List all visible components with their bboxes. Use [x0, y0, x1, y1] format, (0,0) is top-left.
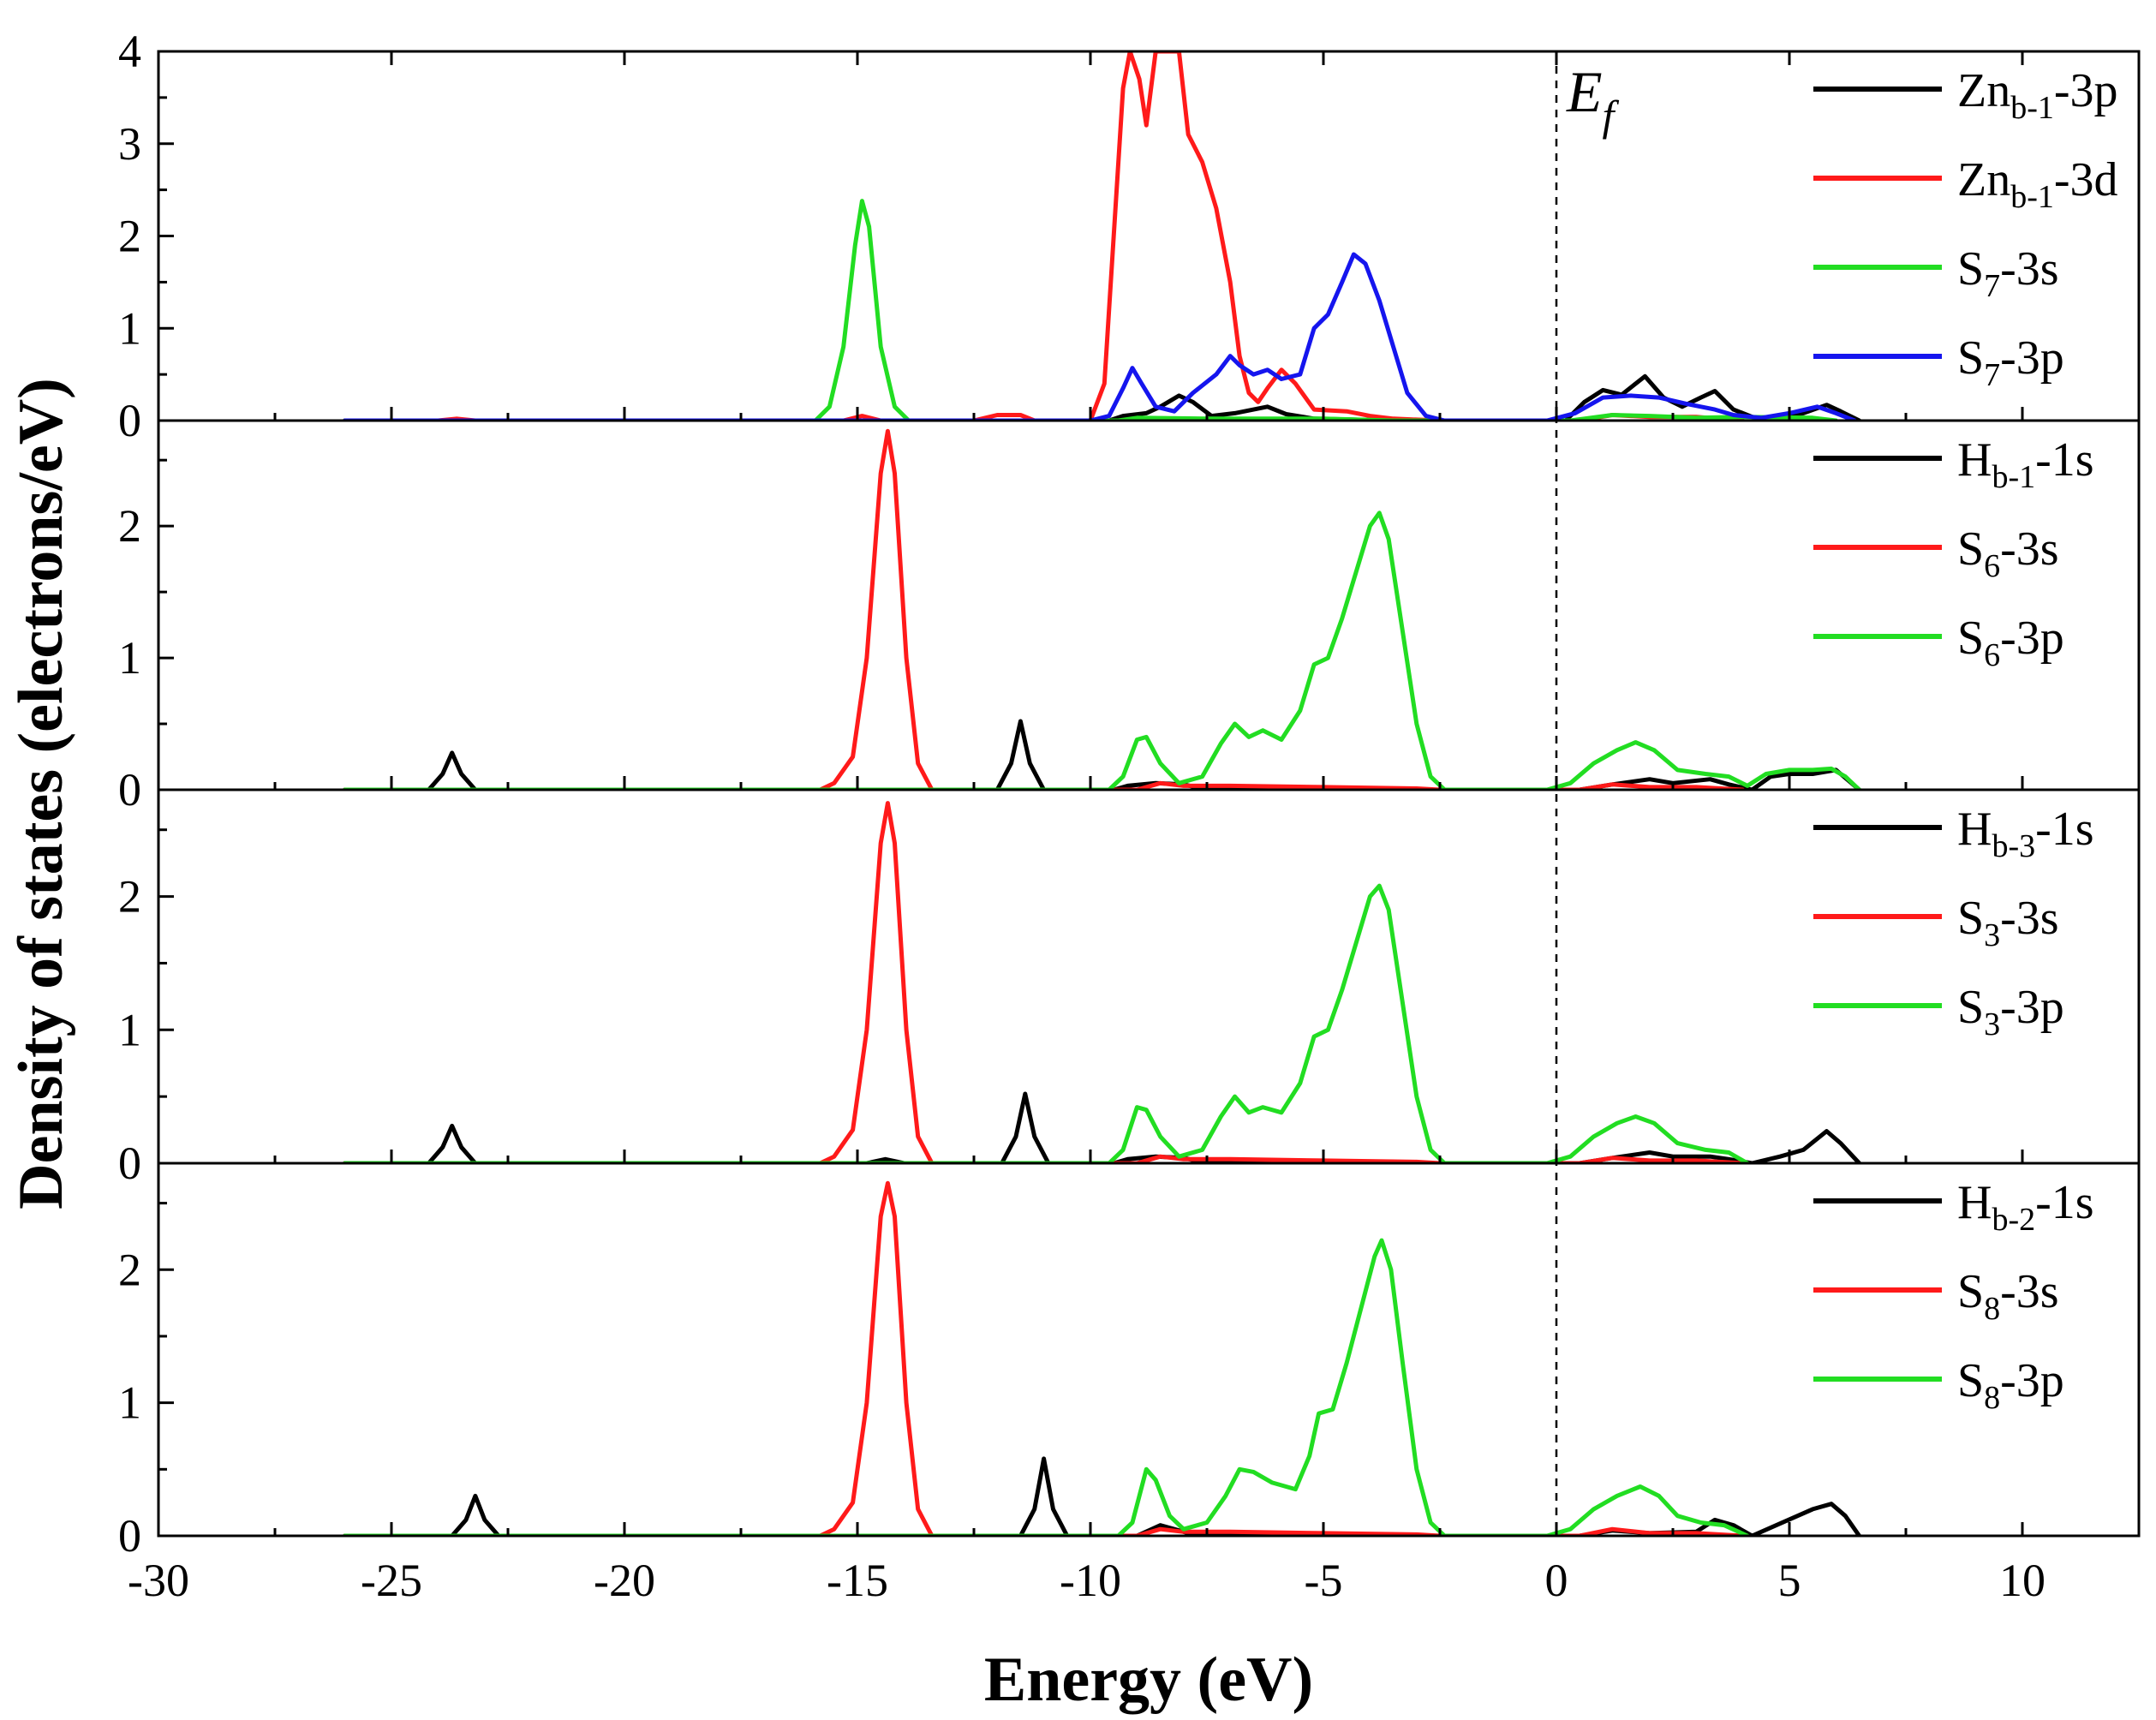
- y-tick-label: 1: [118, 1377, 141, 1429]
- y-tick-label: 4: [118, 26, 141, 77]
- panel-frame: [157, 419, 2141, 791]
- x-tick-label: -20: [594, 1555, 655, 1606]
- x-tick-label: -15: [827, 1555, 888, 1606]
- y-tick-label: 0: [118, 1510, 141, 1562]
- series-line-s6-3s: [343, 428, 1746, 790]
- y-tick-label: 0: [118, 1138, 141, 1189]
- x-axis-title: Energy (eV): [984, 1645, 1313, 1715]
- x-tick-label: 10: [1999, 1555, 2046, 1606]
- x-tick-label: -25: [361, 1555, 422, 1606]
- panel-curves: [343, 1180, 1862, 1536]
- legend-entry: Hb-2-1s: [1957, 1176, 2094, 1238]
- series-line-s7-3p: [343, 252, 1857, 421]
- legend-entry: S3-3p: [1957, 981, 2064, 1042]
- y-axis-title: Density of states (electrons/eV): [6, 378, 76, 1209]
- y-tick-label: 2: [118, 871, 141, 923]
- legend-entry: S3-3s: [1957, 892, 2059, 953]
- legend-entry: S8-3s: [1957, 1265, 2059, 1327]
- panel-curves: [343, 51, 1862, 421]
- legend-entry: Hb-1-1s: [1957, 433, 2094, 495]
- series-line-s7-3s: [343, 199, 1838, 421]
- legend-entry: S8-3p: [1957, 1354, 2064, 1416]
- panel-frame: [157, 788, 2141, 1165]
- legend-entry: S7-3s: [1957, 242, 2059, 304]
- panel-4: 0 1 2 Hb-2-1s S8-3s S8-3p: [118, 1162, 2141, 1562]
- panel-1: 0 1 2 3 4 Znb-1-3p Znb-1-3d S7-3s S7-3p: [118, 26, 2141, 446]
- x-tick-label: -5: [1305, 1555, 1343, 1606]
- y-tick-label: 1: [118, 1004, 141, 1055]
- y-tick-label: 2: [118, 1244, 141, 1295]
- panel-frame: [157, 1162, 2141, 1538]
- legend-entry: Znb-1-3p: [1957, 64, 2118, 126]
- series-line-s3-3p: [343, 883, 1750, 1163]
- series-line-s8-3s: [343, 1180, 1746, 1536]
- y-tick-label: 2: [118, 211, 141, 262]
- series-line-s6-3p: [343, 511, 1862, 790]
- fermi-level-label: Ef: [1566, 59, 1620, 140]
- panel-curves: [343, 801, 1862, 1163]
- legend-entry: S7-3p: [1957, 331, 2064, 393]
- series-line-znb-1-3d: [343, 51, 1746, 421]
- y-tick-label: 2: [118, 500, 141, 552]
- x-tick-label: -10: [1060, 1555, 1121, 1606]
- series-line-hb-2-1s: [343, 1456, 1862, 1536]
- series-line-s3-3s: [343, 801, 1746, 1163]
- legend-entry: Hb-3-1s: [1957, 803, 2094, 864]
- x-tick-label: -30: [128, 1555, 189, 1606]
- legend-entry: S6-3p: [1957, 612, 2064, 673]
- legend-entry: Znb-1-3d: [1957, 153, 2118, 215]
- panel-2: 0 1 2 Hb-1-1s S6-3s S6-3p: [118, 419, 2141, 815]
- x-tick-label: 0: [1545, 1555, 1568, 1606]
- y-tick-label: 1: [118, 302, 141, 354]
- y-tick-label: 3: [118, 118, 141, 170]
- y-tick-label: 1: [118, 632, 141, 684]
- panel-curves: [343, 428, 1862, 790]
- legend-entry: S6-3s: [1957, 523, 2059, 584]
- series-line-hb-3-1s: [343, 1091, 1862, 1163]
- panel-3: 0 1 2 Hb-3-1s S3-3s S3-3p: [118, 788, 2141, 1189]
- y-tick-label: 0: [118, 764, 141, 815]
- panels-layer: 0 1 2 3 4 Znb-1-3p Znb-1-3d S7-3s S7-3p 0 1 2 Hb-1-1…: [118, 26, 2141, 1562]
- y-tick-label: 0: [118, 395, 141, 446]
- series-line-s8-3p: [343, 1238, 1750, 1536]
- x-axis: -30 -25 -20 -15 -10 -5 0 5 10: [128, 1555, 2046, 1606]
- series-line-hb-1-1s: [343, 719, 1862, 790]
- x-tick-label: 5: [1778, 1555, 1801, 1606]
